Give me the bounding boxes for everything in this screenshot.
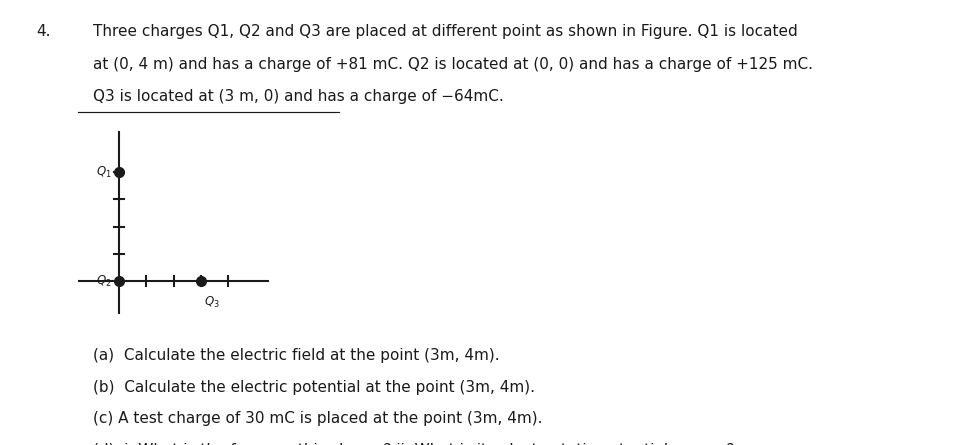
Text: at (0, 4 m) and has a charge of +81 mC. Q2 is located at (0, 0) and has a charge: at (0, 4 m) and has a charge of +81 mC. … <box>93 57 813 72</box>
Text: (b)  Calculate the electric potential at the point (3m, 4m).: (b) Calculate the electric potential at … <box>93 380 535 395</box>
Text: Three charges Q1, Q2 and Q3 are placed at different point as shown in Figure. Q1: Three charges Q1, Q2 and Q3 are placed a… <box>93 24 798 40</box>
Text: (d)  i. What is the force on this charge? ii. What is its electrostatic potentia: (d) i. What is the force on this charge?… <box>93 443 734 445</box>
Text: (c) A test charge of 30 mC is placed at the point (3m, 4m).: (c) A test charge of 30 mC is placed at … <box>93 411 542 426</box>
Text: (a)  Calculate the electric field at the point (3m, 4m).: (a) Calculate the electric field at the … <box>93 348 499 363</box>
Text: 4.: 4. <box>36 24 51 40</box>
Text: $Q_3$: $Q_3$ <box>203 295 219 310</box>
Text: Q3 is located at (3 m, 0) and has a charge of −64mC.: Q3 is located at (3 m, 0) and has a char… <box>93 89 504 104</box>
Text: $Q_1$: $Q_1$ <box>95 165 112 180</box>
Text: $Q_2$: $Q_2$ <box>95 274 112 289</box>
